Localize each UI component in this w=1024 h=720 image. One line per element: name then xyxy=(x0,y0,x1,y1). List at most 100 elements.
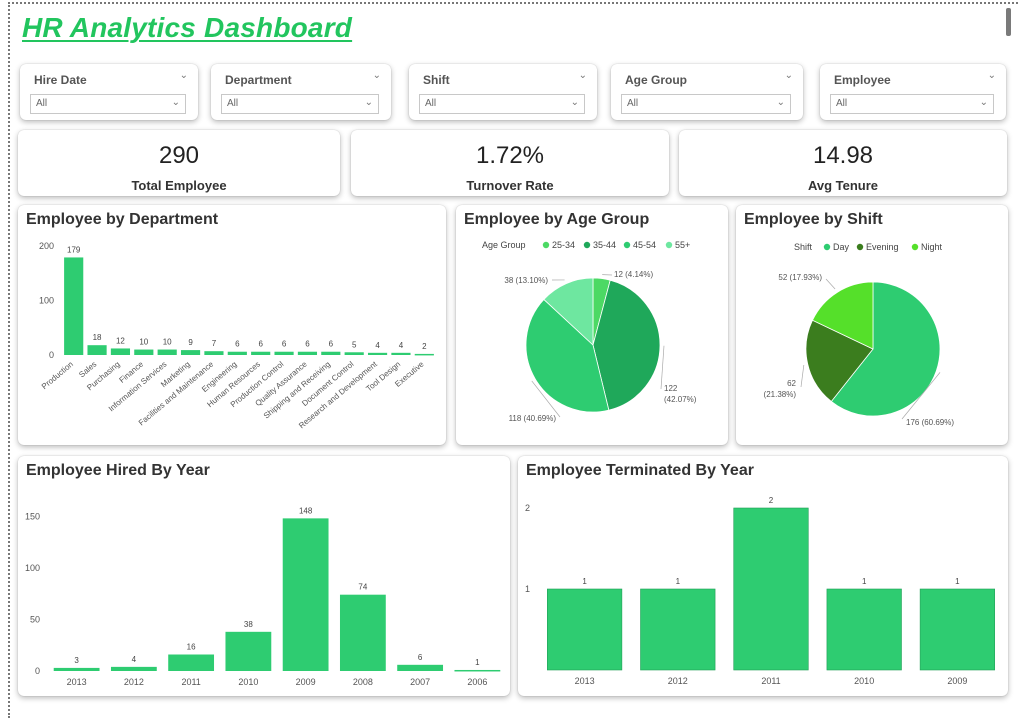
chevron-down-icon[interactable]: ⌄ xyxy=(372,70,381,81)
chevron-down-icon[interactable]: ⌄ xyxy=(987,70,996,81)
kpi-value: 14.98 xyxy=(812,142,874,169)
legend-marker xyxy=(856,243,864,251)
leader-line xyxy=(800,364,805,388)
data-label: 6 xyxy=(418,653,423,662)
bar xyxy=(454,669,501,672)
chevron-down-icon[interactable]: ⌄ xyxy=(171,97,180,108)
slicer-hire-date[interactable]: Hire Date ⌄ All ⌄ xyxy=(20,64,198,120)
kpi-card-avg-tenure[interactable]: 14.98 Avg Tenure xyxy=(679,130,1007,196)
chevron-down-icon[interactable]: ⌄ xyxy=(364,97,373,108)
x-tick-label: 2010 xyxy=(238,677,258,687)
pie-slice xyxy=(592,279,661,411)
slicer-dropdown[interactable]: All ⌄ xyxy=(419,94,585,114)
bar xyxy=(157,349,177,355)
bar xyxy=(168,654,215,671)
bar xyxy=(339,594,386,671)
chart-card-age-group[interactable]: Employee by Age Group 12 (4.14%) 122 (42.0… xyxy=(456,205,728,445)
x-tick-label: 2013 xyxy=(67,677,87,687)
slicer-label: Hire Date xyxy=(34,73,87,87)
chart-title: Employee by Age Group xyxy=(464,211,650,228)
data-label: 148 xyxy=(299,506,313,515)
chevron-down-icon[interactable]: ⌄ xyxy=(578,70,587,81)
data-label: 4 xyxy=(132,655,137,664)
data-label: 6 xyxy=(305,340,310,349)
slicer-dropdown[interactable]: All ⌄ xyxy=(621,94,791,114)
slicer-value: All xyxy=(836,98,848,109)
legend-marker xyxy=(623,241,631,249)
slice-label: 176 (60.69%) xyxy=(906,418,954,427)
bar xyxy=(414,353,434,356)
bar xyxy=(110,666,157,671)
leader-line xyxy=(660,345,665,390)
legend-item: 55+ xyxy=(675,240,690,250)
slicer-label: Department xyxy=(225,73,292,87)
kpi-card-turnover-rate[interactable]: 1.72% Turnover Rate xyxy=(351,130,669,196)
data-label: 4 xyxy=(375,341,380,350)
dashboard-title: HR Analytics Dashboard xyxy=(22,12,353,43)
data-label: 5 xyxy=(352,340,357,349)
chevron-down-icon[interactable]: ⌄ xyxy=(179,70,188,81)
chevron-down-icon[interactable]: ⌄ xyxy=(784,70,793,81)
data-label: 6 xyxy=(329,340,334,349)
slicer-employee[interactable]: Employee ⌄ All ⌄ xyxy=(820,64,1006,120)
data-label: 179 xyxy=(67,245,81,254)
legend-marker xyxy=(583,241,591,249)
y-tick-label: 0 xyxy=(49,350,54,360)
chart-title: Employee by Shift xyxy=(744,211,883,228)
slicer-shift[interactable]: Shift ⌄ All ⌄ xyxy=(409,64,597,120)
x-tick-label: Production xyxy=(40,360,75,391)
slicer-value: All xyxy=(425,98,437,109)
bar xyxy=(204,351,224,355)
data-label: 6 xyxy=(258,340,263,349)
kpi-label: Avg Tenure xyxy=(807,178,879,193)
bar xyxy=(274,351,294,355)
slicer-age-group[interactable]: Age Group ⌄ All ⌄ xyxy=(611,64,803,120)
bar xyxy=(225,631,272,671)
legend-item: 25-34 xyxy=(552,240,575,250)
kpi-label: Turnover Rate xyxy=(466,178,554,193)
kpi-value: 1.72% xyxy=(475,142,545,169)
bar xyxy=(397,664,444,671)
pie-slice xyxy=(525,298,610,413)
chevron-down-icon[interactable]: ⌄ xyxy=(776,97,785,108)
bar xyxy=(134,349,154,355)
x-tick-label: 2006 xyxy=(467,677,487,687)
slice-label: 62 xyxy=(787,379,796,388)
slicer-dropdown[interactable]: All ⌄ xyxy=(221,94,379,114)
slice-label: 118 (40.69%) xyxy=(509,414,557,423)
bar xyxy=(297,351,318,355)
slicer-dropdown[interactable]: All ⌄ xyxy=(30,94,186,114)
y-tick-label: 2 xyxy=(525,503,530,513)
data-label: 16 xyxy=(187,643,196,652)
kpi-card-total-employee[interactable]: 290 Total Employee xyxy=(18,130,340,196)
bar xyxy=(344,352,364,355)
chart-card-shift[interactable]: Employee by Shift 176 (60.69%) 62 (21.38%)… xyxy=(736,205,1008,445)
chart-card-hired[interactable]: Employee Hired By Year 0 50 100 150 3 2013 4 20… xyxy=(18,456,510,696)
slicer-dropdown[interactable]: All ⌄ xyxy=(830,94,994,114)
leader-line xyxy=(531,380,561,418)
bar xyxy=(826,588,902,671)
chevron-down-icon[interactable]: ⌄ xyxy=(570,97,579,108)
scrollbar-thumb[interactable] xyxy=(1006,8,1011,36)
slicer-label: Age Group xyxy=(625,73,687,87)
data-label: 6 xyxy=(282,340,287,349)
slice-label: 38 (13.10%) xyxy=(504,276,548,285)
chevron-down-icon[interactable]: ⌄ xyxy=(979,97,988,108)
legend-marker xyxy=(665,241,673,249)
chart-card-department[interactable]: Employee by Department 0 100 200 179 Product… xyxy=(18,205,446,445)
bar xyxy=(64,257,84,355)
y-tick-label: 200 xyxy=(39,241,54,251)
chart-title: Employee Hired By Year xyxy=(26,462,210,479)
slice-label: 12 (4.14%) xyxy=(614,270,653,279)
x-tick-label: 2008 xyxy=(353,677,373,687)
bar xyxy=(251,351,271,355)
bar xyxy=(180,350,201,355)
legend-title: Age Group xyxy=(482,240,526,250)
legend-item: 45-54 xyxy=(633,240,656,250)
bar xyxy=(227,351,247,355)
canvas-border-left xyxy=(8,2,10,718)
data-label: 9 xyxy=(188,338,193,347)
slicer-department[interactable]: Department ⌄ All ⌄ xyxy=(211,64,391,120)
chart-card-terminated[interactable]: Employee Terminated By Year 1 2 1 2013 1 2012… xyxy=(518,456,1008,696)
